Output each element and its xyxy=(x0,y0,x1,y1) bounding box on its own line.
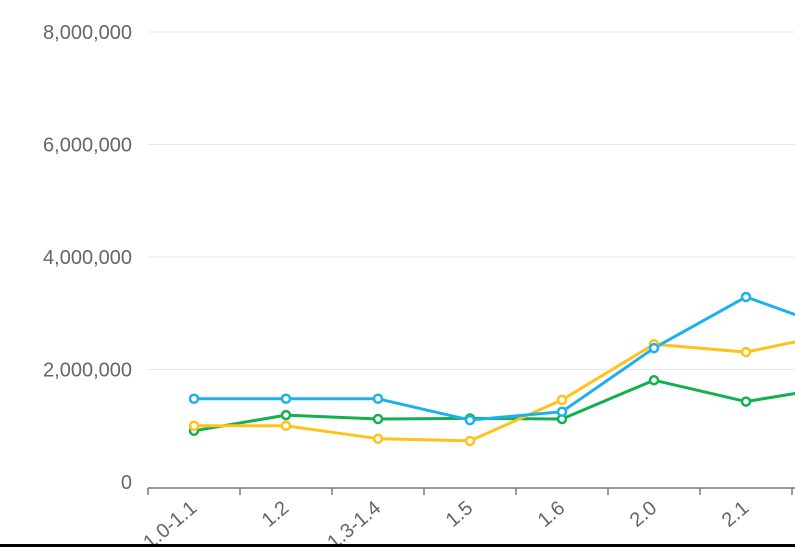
data-point[interactable] xyxy=(740,291,752,303)
x-tick-label: 1.6 xyxy=(534,497,569,532)
series-line-0 xyxy=(192,295,795,422)
bottom-edge-bar xyxy=(0,544,795,547)
y-tick-label: 8,000,000 xyxy=(43,22,132,44)
data-point[interactable] xyxy=(464,435,476,447)
x-axis xyxy=(147,487,795,495)
series-line-2 xyxy=(192,378,795,433)
data-point[interactable] xyxy=(372,393,384,404)
data-point[interactable] xyxy=(280,393,292,404)
data-point[interactable] xyxy=(280,420,292,431)
x-tick-label: 2.0 xyxy=(626,497,661,532)
y-tick-label: 2,000,000 xyxy=(43,360,132,382)
y-axis-tick-labels: 0 2,000,000 4,000,000 6,000,000 8,000,000 xyxy=(43,22,132,494)
data-point[interactable] xyxy=(372,413,384,425)
data-point[interactable] xyxy=(372,433,384,444)
data-point[interactable] xyxy=(556,406,568,417)
x-tick-label: 1.2 xyxy=(258,497,293,532)
data-point[interactable] xyxy=(188,420,200,431)
grid-lines xyxy=(148,31,795,370)
x-tick-label: 1.0-1.1 xyxy=(139,497,201,547)
data-point[interactable] xyxy=(740,346,752,358)
x-tick-label: 2.1 xyxy=(718,497,753,532)
y-tick-label: 0 xyxy=(121,472,132,494)
series-points xyxy=(188,291,752,447)
data-point[interactable] xyxy=(464,414,476,426)
x-axis-tick-labels: 1.0-1.1 1.2 1.3-1.4 1.5 1.6 2.0 2.1 xyxy=(139,497,753,547)
data-point[interactable] xyxy=(740,396,752,407)
x-tick-label: 1.3-1.4 xyxy=(323,497,385,547)
data-point[interactable] xyxy=(188,393,200,404)
data-point[interactable] xyxy=(280,409,292,421)
data-point[interactable] xyxy=(648,374,660,386)
y-tick-label: 4,000,000 xyxy=(43,247,132,269)
series-lines xyxy=(192,295,795,443)
x-tick-label: 1.5 xyxy=(442,497,477,532)
y-tick-label: 6,000,000 xyxy=(43,135,132,157)
series-line-1 xyxy=(192,340,795,443)
data-point[interactable] xyxy=(556,394,568,406)
data-point[interactable] xyxy=(648,342,660,354)
